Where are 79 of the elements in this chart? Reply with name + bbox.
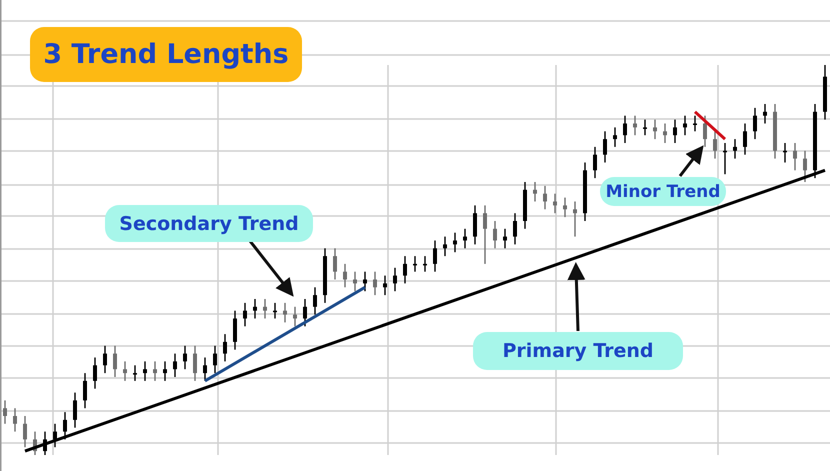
candlestick xyxy=(393,267,397,292)
candlestick xyxy=(513,212,517,246)
candlestick xyxy=(693,115,697,132)
candlestick xyxy=(543,185,547,210)
candlestick xyxy=(283,302,287,324)
candlestick xyxy=(613,126,617,148)
candlestick xyxy=(353,271,357,292)
candlestick xyxy=(13,408,17,432)
candlestick xyxy=(413,255,417,272)
candlestick xyxy=(53,423,57,448)
candlestick xyxy=(113,345,117,378)
candlestick xyxy=(73,392,77,428)
candlestick xyxy=(753,107,757,140)
candlestick xyxy=(473,204,477,246)
candlestick xyxy=(483,204,487,265)
candlestick xyxy=(333,248,337,280)
candlestick xyxy=(63,411,67,440)
candlestick xyxy=(163,360,167,382)
candlestick xyxy=(593,146,597,179)
candlestick xyxy=(103,345,107,374)
candlestick xyxy=(363,271,367,292)
candlestick xyxy=(733,138,737,160)
candlestick xyxy=(253,298,257,320)
candlestick xyxy=(723,142,727,175)
candlestick xyxy=(23,415,27,448)
candlestick xyxy=(803,150,807,183)
candlestick xyxy=(533,181,537,202)
candlestick xyxy=(503,228,507,249)
candlestick xyxy=(3,400,7,424)
candlestick xyxy=(453,232,457,253)
candlestick xyxy=(233,310,237,350)
candlestick xyxy=(673,118,677,144)
candlestick xyxy=(763,103,767,124)
candlestick xyxy=(213,345,217,374)
candlestick xyxy=(263,298,267,320)
candlestick xyxy=(223,333,227,362)
chart-title: 3 Trend Lengths xyxy=(30,27,302,82)
candlestick xyxy=(553,193,557,214)
candlestick xyxy=(573,200,577,238)
candlestick xyxy=(133,364,137,382)
candlestick xyxy=(443,236,447,257)
candlestick xyxy=(423,255,427,272)
annotation: Minor Trend xyxy=(600,177,726,206)
candlestick xyxy=(173,352,177,378)
candlestick xyxy=(93,356,97,390)
candlestick xyxy=(83,372,87,409)
candlestick xyxy=(603,130,607,164)
candlestick xyxy=(463,228,467,249)
candlestick xyxy=(243,302,247,327)
annotation: Primary Trend xyxy=(473,332,683,370)
candlestick xyxy=(183,345,187,370)
candlestick xyxy=(623,115,627,144)
candlestick xyxy=(203,356,207,382)
candlestick xyxy=(743,122,747,156)
candlestick xyxy=(303,298,307,327)
candlestick xyxy=(783,142,787,164)
candlestick xyxy=(703,115,707,148)
candlestick xyxy=(293,306,297,327)
candlestick xyxy=(493,220,497,249)
candlestick xyxy=(193,345,197,382)
candlestick xyxy=(143,360,147,382)
candlestick xyxy=(343,263,347,288)
candlestick xyxy=(273,302,277,320)
candlestick xyxy=(653,118,657,140)
candlestick xyxy=(153,360,157,382)
candlestick xyxy=(713,130,717,160)
candlestick xyxy=(313,286,317,316)
candlestick xyxy=(793,142,797,171)
candlestick xyxy=(633,115,637,136)
candlestick xyxy=(683,115,687,136)
candlestick xyxy=(643,118,647,136)
candlestick xyxy=(433,240,437,272)
annotation: Secondary Trend xyxy=(105,205,313,242)
candlestick xyxy=(123,360,127,382)
candlestick xyxy=(663,122,667,144)
candlestick xyxy=(383,274,387,296)
candlestick xyxy=(403,255,407,284)
candlestick xyxy=(373,271,377,296)
candlestick xyxy=(563,196,567,218)
